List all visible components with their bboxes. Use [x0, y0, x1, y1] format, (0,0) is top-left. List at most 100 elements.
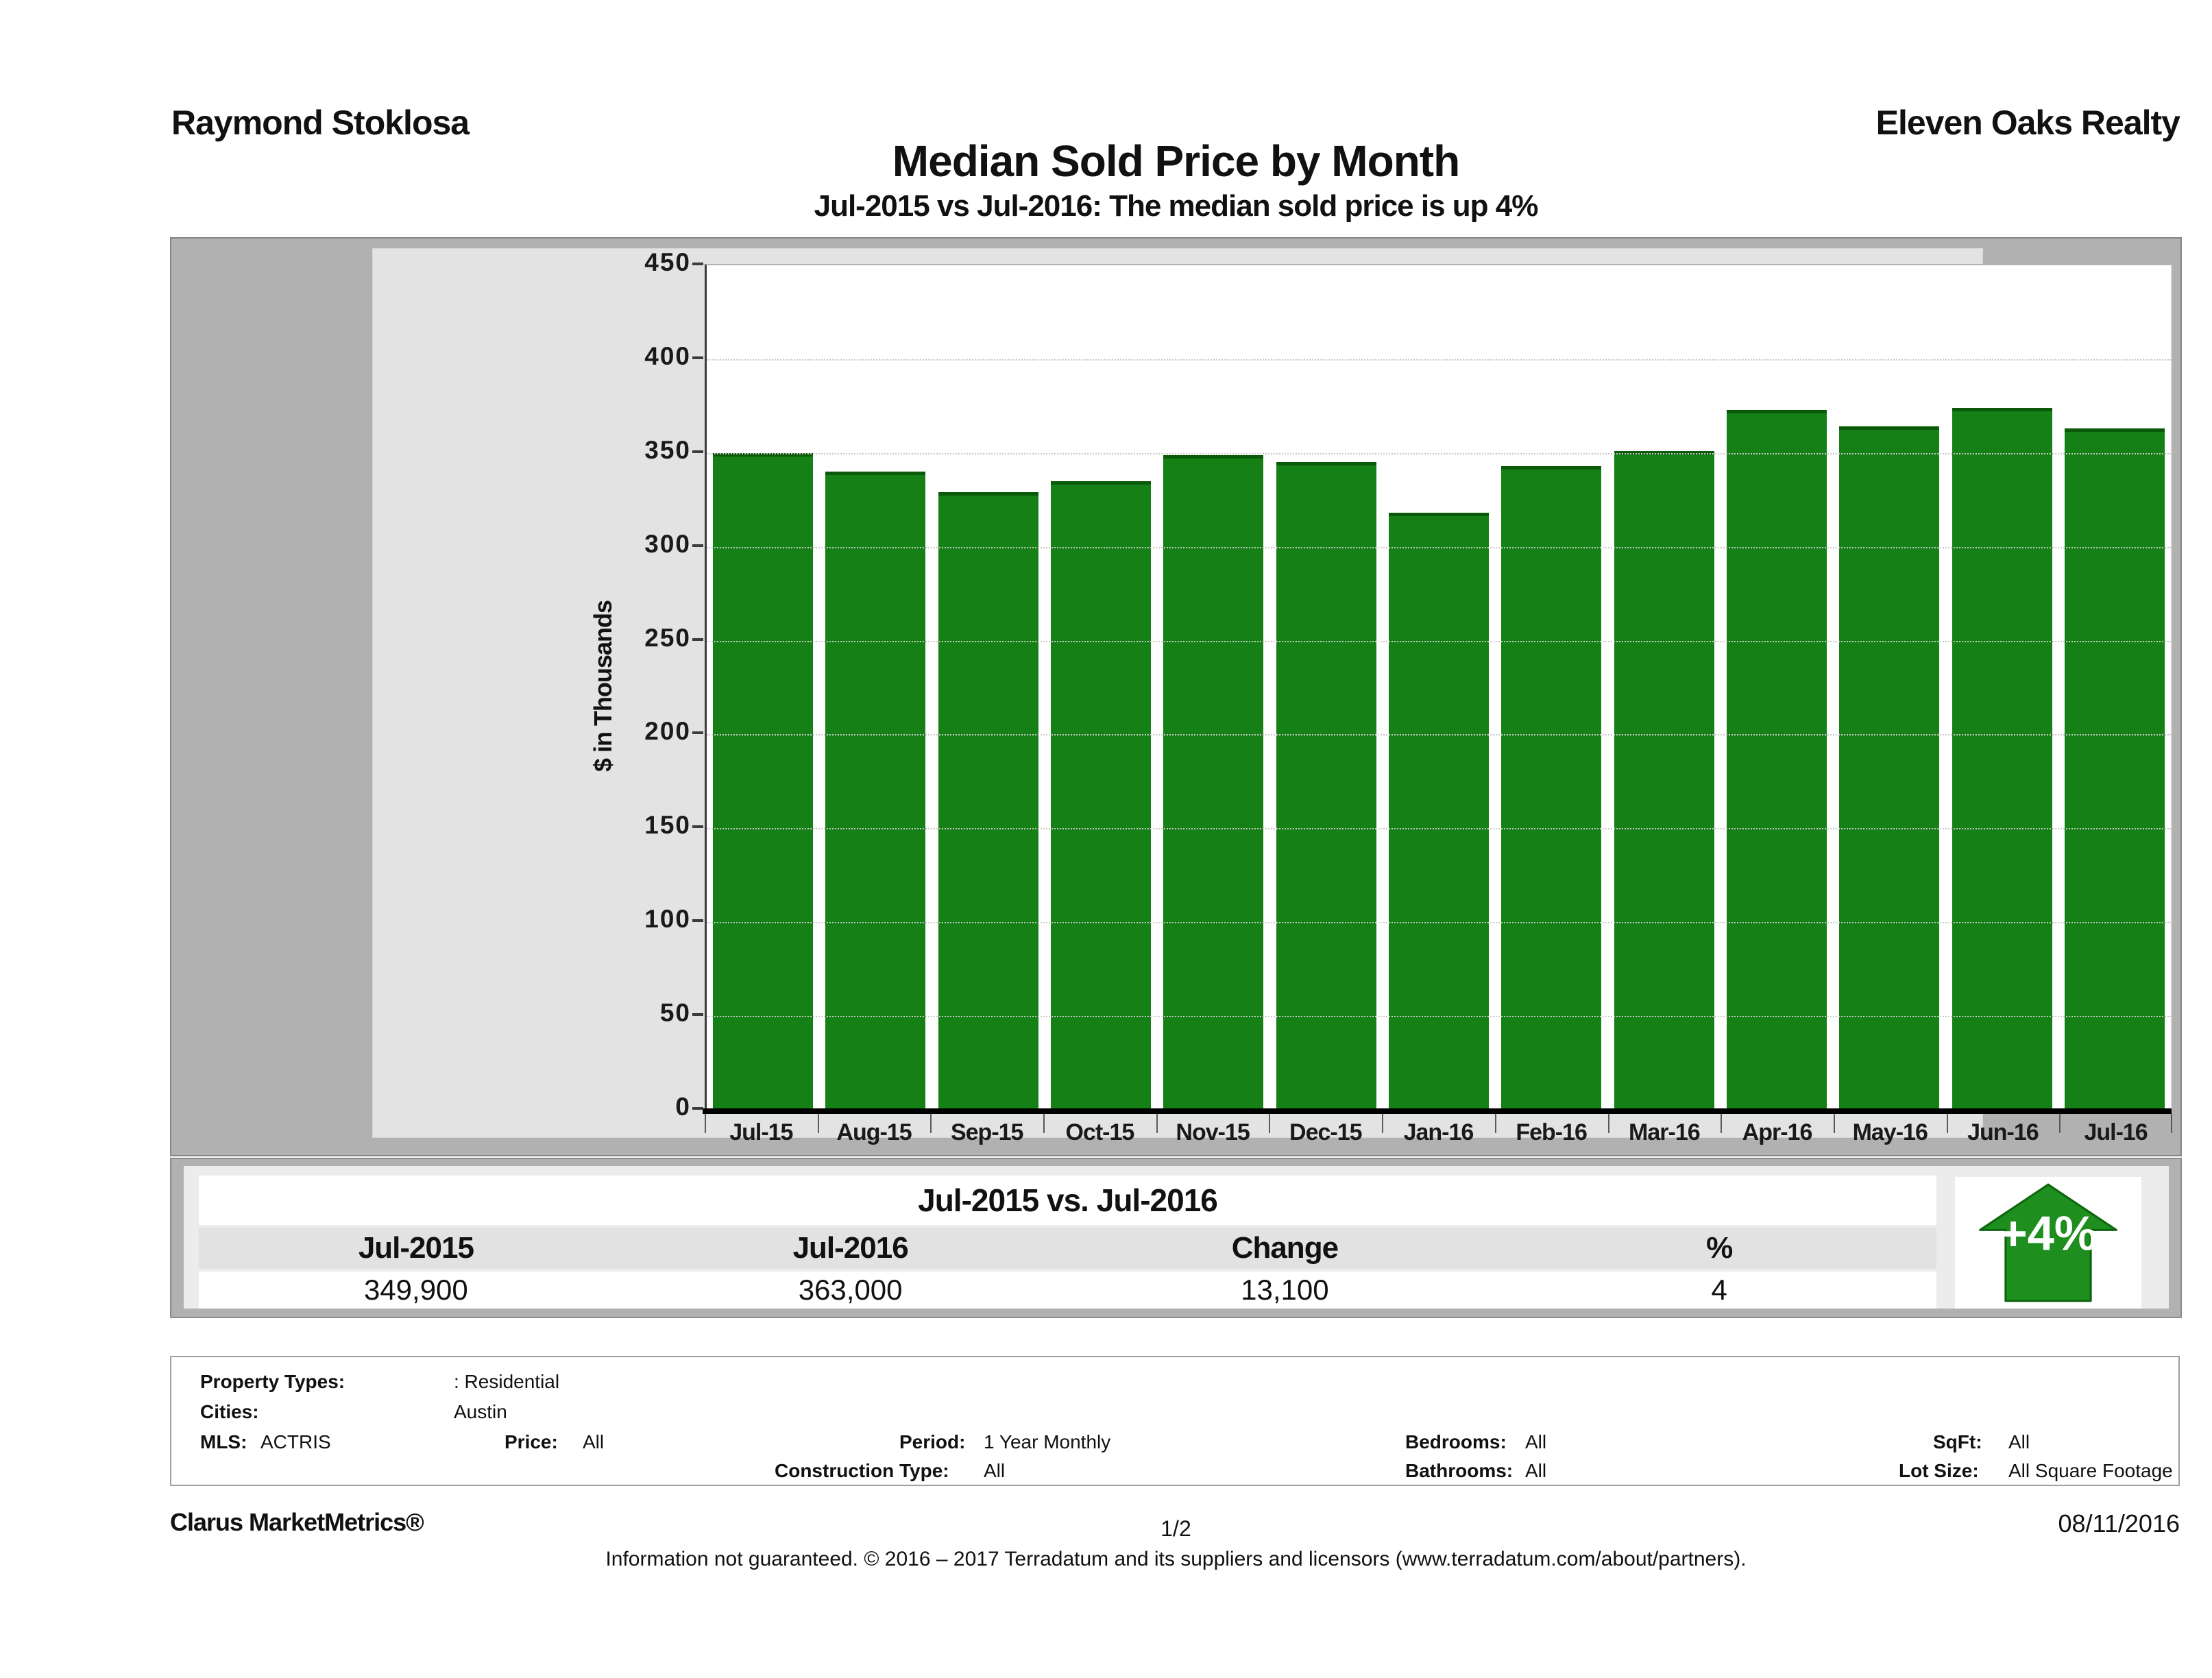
- y-tick-label-250: 250: [644, 623, 691, 652]
- chart-frame: $ in Thousands Jul-15 Aug-15 Sep-15 Oct-15 N…: [170, 237, 2182, 1156]
- x-tick-label-Jul-16: Jul-16: [2084, 1119, 2148, 1145]
- y-tick-mark: [692, 637, 703, 641]
- footer-product: Clarus MarketMetrics®: [170, 1508, 424, 1536]
- y-tick-mark: [692, 356, 703, 359]
- x-tick-mark: [1043, 1114, 1045, 1133]
- summary-value-Change: 13,100: [1241, 1274, 1329, 1306]
- gridline-400: [707, 358, 2171, 361]
- x-tick-label-Oct-15: Oct-15: [1065, 1119, 1134, 1145]
- bar-Jul-15: [713, 453, 814, 1110]
- y-tick-label-350: 350: [644, 435, 691, 464]
- gridline-350: [707, 452, 2171, 454]
- bar-Dec-15: [1276, 462, 1376, 1110]
- x-tick-mark: [1495, 1114, 1496, 1133]
- bathrooms-label: Bathrooms:: [1405, 1460, 1514, 1481]
- x-tick-label-Aug-15: Aug-15: [836, 1119, 912, 1145]
- x-tick-label-Sep-15: Sep-15: [950, 1119, 1023, 1145]
- mls-value: ACTRIS: [260, 1431, 331, 1452]
- x-tick-mark: [705, 1114, 706, 1133]
- x-tick-label-Jun-16: Jun-16: [1967, 1119, 2039, 1145]
- bar-Jan-16: [1389, 513, 1490, 1110]
- summary-value-Jul-2015: 349,900: [363, 1274, 468, 1306]
- summary-value-%: 4: [1711, 1274, 1727, 1306]
- property-types-value: : Residential: [454, 1371, 560, 1392]
- summary-header-row: Jul-2015 Jul-2016 Change%: [199, 1228, 1936, 1269]
- bar-Sep-15: [938, 492, 1038, 1110]
- y-tick-mark: [692, 544, 703, 547]
- bar-slot-Feb-16: [1495, 265, 1607, 1110]
- bedrooms-label: Bedrooms:: [1405, 1431, 1507, 1452]
- gridline-50: [707, 1016, 2171, 1018]
- bathrooms-value: All: [1525, 1460, 1547, 1481]
- y-tick-label-450: 450: [644, 248, 691, 276]
- price-label: Price:: [505, 1431, 558, 1452]
- bar-Aug-15: [825, 472, 926, 1110]
- bar-Jul-16: [2064, 428, 2165, 1110]
- y-tick-mark: [692, 919, 703, 923]
- footer-page-number: 1/2: [1160, 1516, 1191, 1541]
- footer-disclaimer: Information not guaranteed. © 2016 – 201…: [605, 1548, 1747, 1570]
- sqft-value: All: [2008, 1431, 2030, 1452]
- change-badge: +4%: [1955, 1177, 2141, 1309]
- bar-Feb-16: [1501, 465, 1602, 1110]
- x-tick-mark: [1947, 1114, 1948, 1133]
- x-tick-mark: [2059, 1114, 2061, 1133]
- plot-area: [705, 264, 2172, 1110]
- property-types-label: Property Types:: [200, 1371, 345, 1392]
- x-tick-label-May-16: May-16: [1852, 1119, 1928, 1145]
- bar-slot-Jun-16: [1945, 265, 2058, 1110]
- bar-Mar-16: [1614, 451, 1714, 1110]
- summary-header-Jul-2015: Jul-2015: [358, 1231, 474, 1265]
- cities-label: Cities:: [200, 1401, 259, 1422]
- period-value: 1 Year Monthly: [984, 1431, 1111, 1452]
- x-tick-mark: [2171, 1114, 2172, 1133]
- gridline-200: [707, 734, 2171, 736]
- sqft-label: SqFt:: [1933, 1431, 1982, 1452]
- badge-label: +4%: [2000, 1206, 2098, 1260]
- x-tick-mark: [1721, 1114, 1722, 1133]
- bar-May-16: [1839, 426, 1940, 1110]
- y-tick-mark: [692, 825, 703, 829]
- x-tick-label-Dec-15: Dec-15: [1289, 1119, 1363, 1145]
- bar-slot-Mar-16: [1608, 265, 1721, 1110]
- page-subtitle: Jul-2015 vs Jul-2016: The median sold pr…: [814, 189, 1539, 223]
- y-tick-label-300: 300: [644, 529, 691, 558]
- mls-label: MLS:: [200, 1431, 247, 1452]
- bar-slot-Nov-15: [1157, 265, 1269, 1110]
- page-title: Median Sold Price by Month: [892, 136, 1460, 186]
- x-tick-mark: [1156, 1114, 1158, 1133]
- period-label: Period:: [899, 1431, 966, 1452]
- lot-size-label: Lot Size:: [1899, 1460, 1979, 1481]
- x-tick-label-Feb-16: Feb-16: [1516, 1119, 1588, 1145]
- bar-Jun-16: [1952, 408, 2052, 1110]
- bar-slot-Dec-15: [1270, 265, 1383, 1110]
- y-tick-label-100: 100: [644, 905, 691, 934]
- x-tick-mark: [1834, 1114, 1835, 1133]
- summary-panel: Jul-2015 vs. Jul-2016 Jul-2015 Jul-2016 Ch…: [184, 1166, 2169, 1309]
- bar-slot-May-16: [1833, 265, 1945, 1110]
- y-tick-mark: [692, 450, 703, 453]
- bar-slot-Jan-16: [1383, 265, 1495, 1110]
- construction-type-label: Construction Type:: [775, 1460, 949, 1481]
- gridline-250: [707, 640, 2171, 642]
- bar-slot-Oct-15: [1045, 265, 1157, 1110]
- bar-slot-Sep-15: [932, 265, 1045, 1110]
- cities-value: Austin: [454, 1401, 507, 1422]
- y-tick-label-50: 50: [659, 999, 691, 1028]
- x-tick-label-Mar-16: Mar-16: [1629, 1119, 1701, 1145]
- summary-title: Jul-2015 vs. Jul-2016: [199, 1176, 1936, 1225]
- summary-value-row: 349,900 363,000 13,100 4: [199, 1272, 1936, 1309]
- summary-header-Change: Change: [1231, 1231, 1339, 1265]
- summary-value-Jul-2016: 363,000: [798, 1274, 903, 1306]
- up-arrow-icon: +4%: [1979, 1183, 2117, 1302]
- y-tick-mark: [692, 1013, 703, 1017]
- company-name: Eleven Oaks Realty: [1875, 104, 2180, 142]
- y-tick-mark: [692, 1107, 703, 1110]
- x-axis-line: [703, 1108, 2172, 1114]
- bar-slot-Apr-16: [1721, 265, 1833, 1110]
- x-tick-label-Apr-16: Apr-16: [1742, 1119, 1813, 1145]
- chart-panel: $ in Thousands Jul-15 Aug-15 Sep-15 Oct-15 N…: [372, 248, 2172, 1145]
- bar-series: [707, 265, 2171, 1110]
- y-tick-label-0: 0: [675, 1093, 691, 1121]
